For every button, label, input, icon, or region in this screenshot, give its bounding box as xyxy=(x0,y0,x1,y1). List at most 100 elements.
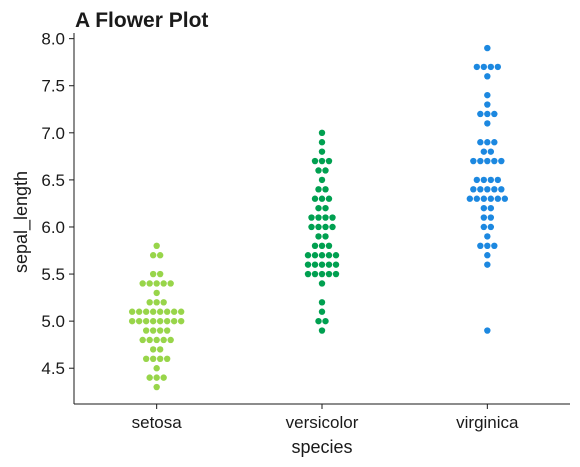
point-virginica xyxy=(477,242,484,250)
point-versicolor xyxy=(325,261,333,268)
point-virginica xyxy=(484,186,491,193)
point-setosa xyxy=(139,336,146,344)
point-versicolor xyxy=(315,214,322,221)
point-virginica xyxy=(487,204,495,212)
point-versicolor xyxy=(318,139,326,146)
point-setosa xyxy=(153,383,160,391)
point-virginica xyxy=(480,176,488,184)
point-versicolor xyxy=(318,308,326,315)
point-versicolor xyxy=(318,270,326,278)
point-setosa xyxy=(153,374,160,381)
point-versicolor xyxy=(325,242,333,250)
point-versicolor xyxy=(318,195,326,202)
point-setosa xyxy=(170,317,178,325)
point-virginica xyxy=(473,176,481,184)
point-versicolor xyxy=(325,252,333,259)
point-virginica xyxy=(484,110,491,118)
point-virginica xyxy=(491,157,498,165)
point-versicolor xyxy=(322,214,329,221)
point-virginica xyxy=(484,139,491,146)
point-setosa xyxy=(163,317,171,325)
point-versicolor xyxy=(315,233,322,240)
point-setosa xyxy=(149,317,157,325)
point-virginica xyxy=(501,195,509,202)
point-virginica xyxy=(480,223,488,231)
point-virginica xyxy=(480,195,488,202)
point-versicolor xyxy=(315,186,322,193)
point-setosa xyxy=(135,317,143,325)
point-virginica xyxy=(487,214,495,221)
point-virginica xyxy=(484,261,491,268)
point-setosa xyxy=(153,242,160,250)
point-setosa xyxy=(149,346,157,353)
point-virginica xyxy=(480,204,488,212)
point-setosa xyxy=(149,327,157,334)
point-versicolor xyxy=(329,223,336,231)
x-tick-label-virginica: virginica xyxy=(456,413,519,432)
point-versicolor xyxy=(332,261,340,268)
point-setosa xyxy=(139,280,146,287)
point-setosa xyxy=(146,336,153,344)
point-setosa xyxy=(142,327,150,334)
point-versicolor xyxy=(315,317,322,325)
point-versicolor xyxy=(315,223,322,231)
point-virginica xyxy=(473,63,481,71)
y-tick-label: 7.5 xyxy=(41,77,65,96)
point-versicolor xyxy=(304,270,312,278)
y-tick-label: 6.0 xyxy=(41,218,65,237)
point-virginica xyxy=(494,176,502,184)
point-versicolor xyxy=(308,214,315,221)
point-virginica xyxy=(487,148,495,155)
point-versicolor xyxy=(318,327,326,334)
point-virginica xyxy=(480,63,488,71)
point-setosa xyxy=(160,336,167,344)
point-versicolor xyxy=(311,261,319,268)
x-tick-label-versicolor: versicolor xyxy=(286,413,359,432)
point-virginica xyxy=(480,214,488,221)
point-virginica xyxy=(484,120,491,127)
point-virginica xyxy=(477,157,484,165)
point-virginica xyxy=(484,252,491,259)
point-setosa xyxy=(149,355,157,362)
point-setosa xyxy=(153,289,160,297)
point-setosa xyxy=(128,317,136,325)
point-versicolor xyxy=(325,270,333,278)
point-versicolor xyxy=(325,195,333,202)
point-setosa xyxy=(177,317,185,325)
point-setosa xyxy=(153,365,160,372)
point-virginica xyxy=(470,186,477,193)
point-versicolor xyxy=(329,214,336,221)
point-setosa xyxy=(177,308,185,315)
point-setosa xyxy=(146,299,153,306)
point-setosa xyxy=(149,308,157,315)
point-versicolor xyxy=(318,242,326,250)
point-setosa xyxy=(170,308,178,315)
point-versicolor xyxy=(332,270,340,278)
point-setosa xyxy=(163,327,171,334)
point-versicolor xyxy=(318,261,326,268)
point-setosa xyxy=(160,299,167,306)
point-virginica xyxy=(494,195,502,202)
point-virginica xyxy=(484,101,491,108)
point-versicolor xyxy=(311,242,319,250)
y-tick-label: 6.5 xyxy=(41,171,65,190)
point-setosa xyxy=(142,317,150,325)
x-tick-label-setosa: setosa xyxy=(132,413,183,432)
y-tick-label: 8.0 xyxy=(41,30,65,49)
point-virginica xyxy=(484,73,491,80)
point-versicolor xyxy=(311,195,319,202)
point-virginica xyxy=(491,139,498,146)
point-versicolor xyxy=(318,280,326,287)
point-virginica xyxy=(484,157,491,165)
point-virginica xyxy=(484,91,491,99)
point-versicolor xyxy=(322,167,329,174)
point-setosa xyxy=(160,280,167,287)
point-virginica xyxy=(477,139,484,146)
point-virginica xyxy=(494,63,502,71)
point-versicolor xyxy=(304,261,312,268)
point-versicolor xyxy=(311,252,319,259)
point-virginica xyxy=(480,148,488,155)
point-setosa xyxy=(128,308,136,315)
point-virginica xyxy=(487,195,495,202)
